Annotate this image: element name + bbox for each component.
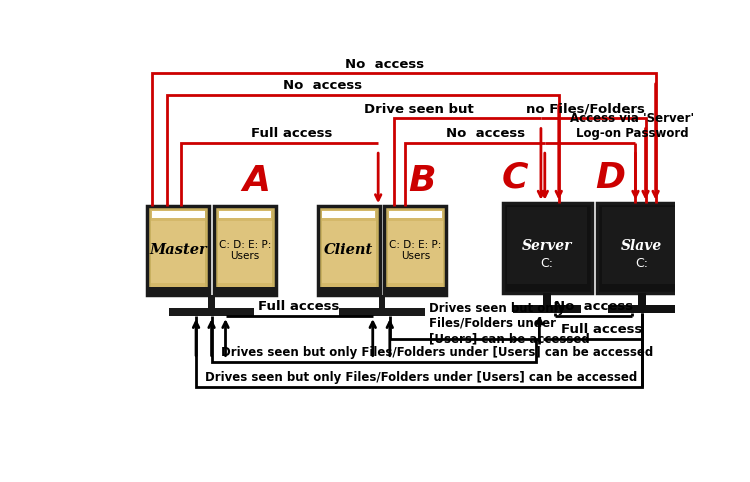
FancyBboxPatch shape (602, 207, 682, 284)
Text: C: D: E: P:
Users: C: D: E: P: Users (219, 240, 271, 261)
Text: C: D: E: P:
Users: C: D: E: P: Users (389, 240, 442, 261)
Text: Master: Master (149, 243, 207, 257)
FancyBboxPatch shape (503, 202, 592, 294)
FancyBboxPatch shape (318, 206, 380, 295)
FancyBboxPatch shape (388, 221, 442, 283)
FancyBboxPatch shape (217, 210, 272, 287)
Text: Drive seen but: Drive seen but (364, 103, 473, 116)
Text: D: D (596, 161, 626, 195)
Text: No  access: No access (446, 127, 525, 140)
Text: Drives seen but only Files/Folders under [Users] can be accessed: Drives seen but only Files/Folders under… (220, 346, 653, 359)
Text: Slave: Slave (621, 239, 662, 253)
Text: Full access: Full access (251, 127, 332, 140)
Bar (152, 211, 205, 217)
Bar (318, 287, 380, 295)
Text: no Files/Folders: no Files/Folders (526, 103, 645, 116)
FancyBboxPatch shape (147, 206, 209, 295)
Bar (513, 305, 581, 313)
Text: Full access: Full access (259, 300, 340, 313)
Bar (608, 305, 676, 313)
Text: Drives seen but only
Files/Folders under
[Users] can be accessed: Drives seen but only Files/Folders under… (428, 302, 590, 345)
Text: C:: C: (541, 257, 554, 270)
FancyBboxPatch shape (217, 221, 272, 283)
Text: No  access: No access (283, 80, 362, 93)
Text: Access via 'Server'
Log-on Password: Access via 'Server' Log-on Password (570, 112, 694, 140)
Text: B: B (409, 164, 436, 199)
Bar (218, 211, 272, 217)
Bar (322, 211, 375, 217)
Text: Server: Server (522, 239, 572, 253)
FancyBboxPatch shape (214, 206, 276, 295)
Bar (209, 295, 214, 308)
Text: No  access: No access (345, 58, 424, 71)
Text: Full access: Full access (562, 323, 643, 336)
FancyBboxPatch shape (597, 202, 686, 294)
Bar (379, 295, 386, 308)
Bar (169, 308, 254, 316)
Bar (389, 211, 442, 217)
Text: Drives seen but only Files/Folders under [Users] can be accessed: Drives seen but only Files/Folders under… (206, 371, 638, 384)
FancyBboxPatch shape (388, 210, 442, 287)
Bar (384, 287, 446, 295)
FancyBboxPatch shape (322, 210, 376, 287)
Bar (543, 294, 551, 305)
FancyBboxPatch shape (322, 221, 376, 283)
Bar (340, 308, 424, 316)
Text: Client: Client (324, 243, 374, 257)
FancyBboxPatch shape (151, 221, 206, 283)
Text: A: A (242, 164, 271, 199)
Bar (214, 287, 276, 295)
FancyBboxPatch shape (384, 206, 446, 295)
Text: C:: C: (635, 257, 648, 270)
Text: No  access: No access (554, 300, 633, 313)
Bar (638, 294, 646, 305)
Bar (147, 287, 209, 295)
FancyBboxPatch shape (507, 207, 587, 284)
FancyBboxPatch shape (151, 210, 206, 287)
Text: C: C (501, 161, 528, 195)
